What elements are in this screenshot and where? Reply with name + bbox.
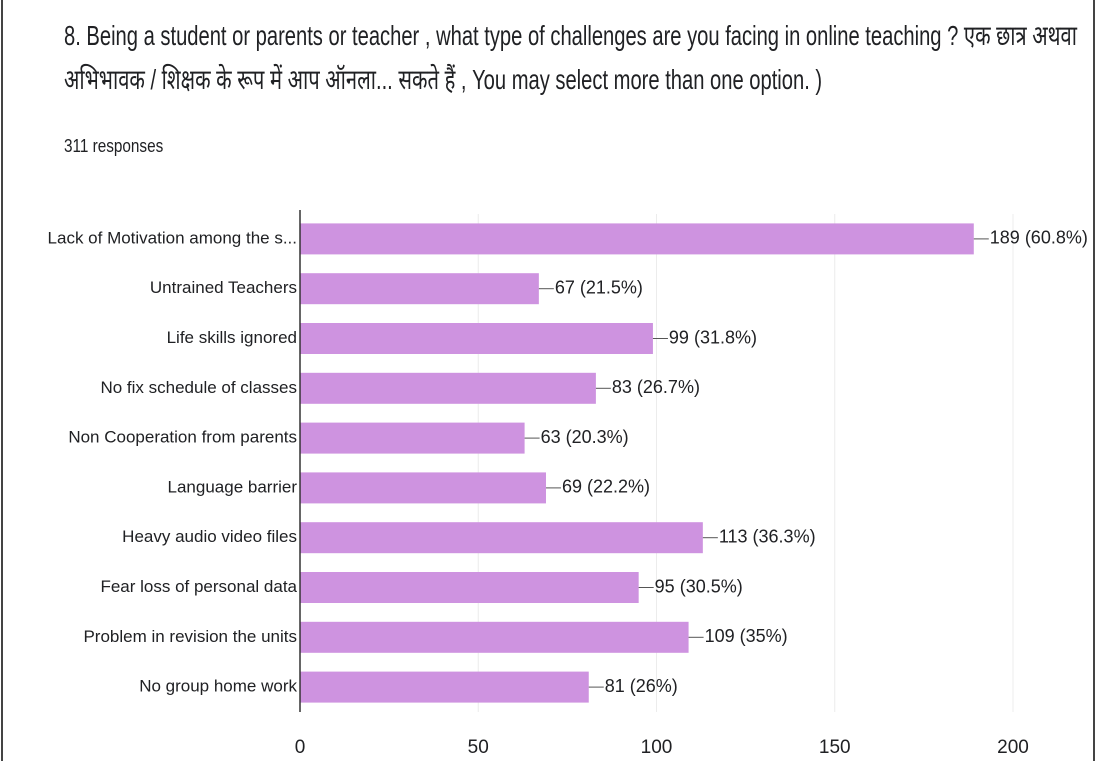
- question-title: 8. Being a student or parents or teacher…: [64, 20, 1077, 95]
- y-tick-label: No group home work: [139, 677, 297, 696]
- y-tick-label: Life skills ignored: [167, 328, 297, 347]
- data-label: 113 (36.3%): [719, 526, 816, 546]
- data-label: 109 (35%): [705, 626, 788, 646]
- data-label: 189 (60.8%): [990, 228, 1088, 248]
- response-count: 311 responses: [64, 136, 164, 156]
- bar: [300, 422, 525, 454]
- x-tick-label: 200: [997, 737, 1029, 758]
- data-label: 63 (20.3%): [541, 427, 629, 447]
- y-tick-label: No fix schedule of classes: [100, 378, 297, 397]
- data-label: 81 (26%): [605, 676, 678, 696]
- x-tick-label: 100: [641, 737, 673, 758]
- bar: [300, 671, 589, 703]
- data-label: 69 (22.2%): [562, 477, 650, 497]
- y-tick-label: Non Cooperation from parents: [68, 428, 297, 447]
- bar: [300, 621, 689, 653]
- y-tick-label: Lack of Motivation among the s...: [48, 228, 297, 247]
- data-label: 67 (21.5%): [555, 277, 643, 297]
- x-tick-label: 50: [468, 737, 489, 758]
- bar: [300, 223, 974, 255]
- bar: [300, 472, 546, 504]
- data-label: 99 (31.8%): [669, 327, 757, 347]
- data-label: 83 (26.7%): [612, 377, 700, 397]
- x-tick-label: 0: [295, 737, 306, 758]
- y-tick-label: Heavy audio video files: [122, 527, 297, 546]
- y-tick-label: Untrained Teachers: [150, 278, 297, 297]
- y-tick-label: Fear loss of personal data: [100, 577, 297, 596]
- bar: [300, 323, 653, 354]
- y-tick-label: Language barrier: [168, 477, 298, 496]
- data-label: 95 (30.5%): [655, 576, 743, 596]
- y-tick-label: Problem in revision the units: [83, 627, 297, 646]
- bar: [300, 273, 539, 305]
- x-tick-label: 150: [819, 737, 851, 758]
- bar: [300, 572, 639, 603]
- bar: [300, 522, 703, 554]
- bar: [300, 372, 596, 404]
